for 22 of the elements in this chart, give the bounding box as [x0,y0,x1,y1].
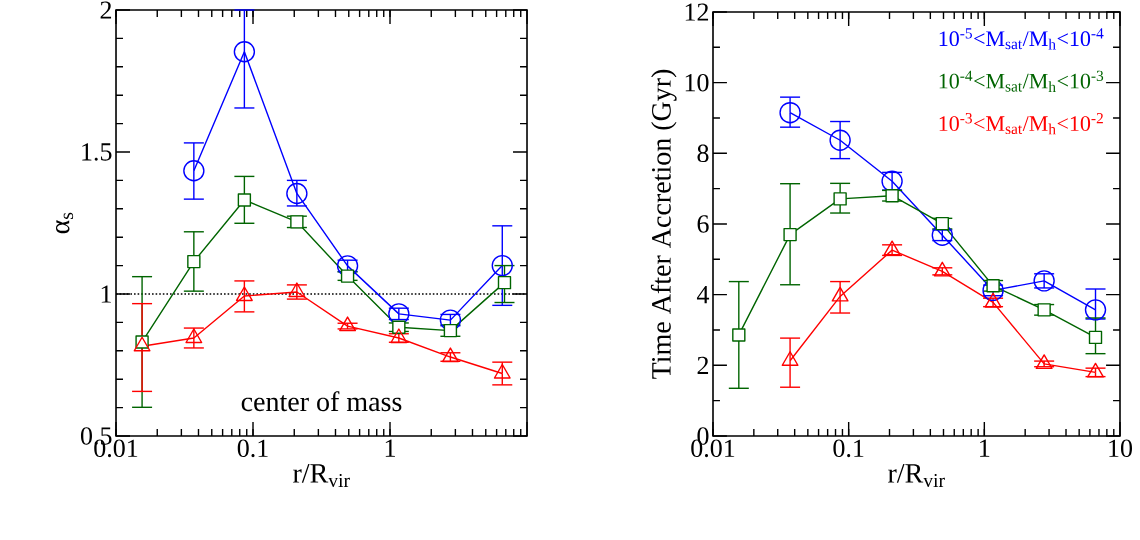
text: 10$^{-4}$<M$_{sat}$/M$_{h}$<10$^{-3}$ [939,70,1104,92]
y-tick-label: 4 [696,286,710,304]
x-tick-label: 0.1 [237,439,268,458]
y-tick-label: 1.5 [82,143,112,161]
y-tick-label: 2 [100,1,112,19]
y-axis-title: Time After Accretion (Gyr) [650,69,677,379]
y-tick-label: 8 [697,144,709,163]
text: 10$^{-3}$<M$_{sat}$/M$_{h}$<10$^{-2}$ [939,113,1103,135]
y-tick-label: 12 [685,3,709,21]
y-tick-label: 6 [697,215,709,233]
x-axis-title: r/R$_{vir}$ [293,464,350,488]
text: 10$^{-5}$<M$_{sat}$/M$_{h}$<10$^{-4}$ [939,28,1104,50]
annotation: center of mass [241,391,402,412]
x-tick-label: 0.1 [833,439,864,458]
y-axis-title: α$_{s}$ [55,212,74,234]
y-tick-label: 10 [685,73,709,92]
x-axis-title: r/R$_{vir}$ [888,464,945,488]
x-tick-label: 1 [385,439,395,457]
x-tick-label: 1 [980,439,990,457]
x-tick-label: 10 [1109,439,1133,458]
y-tick-label: 1 [101,285,111,303]
y-tick-label: 2 [697,356,709,374]
